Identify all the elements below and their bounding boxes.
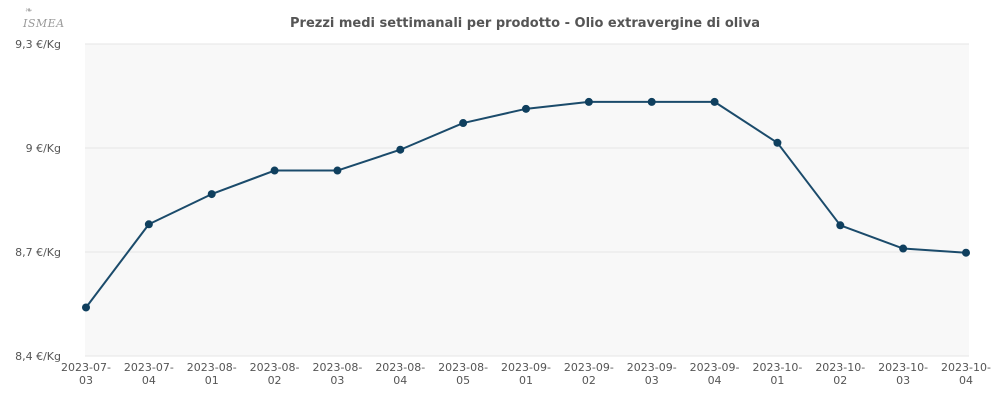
x-tick-label: 2023-10-01 xyxy=(752,361,802,387)
series-layer xyxy=(82,97,970,312)
data-point[interactable] xyxy=(710,97,719,106)
x-axis: 2023-07-03 2023-07-04 2023-08-01 2023-08-02… xyxy=(61,361,991,387)
x-tick-label: 2023-09-04 xyxy=(690,361,740,387)
data-point[interactable] xyxy=(333,166,342,175)
plot-area xyxy=(85,44,969,356)
x-tick-label: 2023-09-02 xyxy=(564,361,614,387)
grid-layer xyxy=(85,43,969,357)
olive-branch-icon: ❧ xyxy=(25,6,33,16)
data-point[interactable] xyxy=(522,104,530,113)
data-point[interactable] xyxy=(144,220,153,229)
data-point[interactable] xyxy=(82,303,90,312)
x-tick-label: 2023-08-04 xyxy=(375,361,425,387)
x-tick-label: 2023-08-03 xyxy=(312,361,362,387)
data-point[interactable] xyxy=(396,145,405,154)
x-tick-label: 2023-10-04 xyxy=(941,361,991,387)
x-tick-label: 2023-09-03 xyxy=(627,361,677,387)
data-point[interactable] xyxy=(647,97,656,106)
x-tick-label: 2023-09-01 xyxy=(501,361,551,387)
y-tick-label: 8,7 €/Kg xyxy=(15,246,61,259)
y-tick-label: 8,4 €/Kg xyxy=(15,350,61,363)
data-point[interactable] xyxy=(459,119,468,128)
x-tick-label: 2023-08-02 xyxy=(250,361,300,387)
data-point[interactable] xyxy=(899,244,908,253)
y-tick-label: 9 €/Kg xyxy=(26,142,61,155)
logo-text: ISMEA xyxy=(23,17,65,30)
y-axis: 9,3 €/Kg 9 €/Kg 8,7 €/Kg 8,4 €/Kg xyxy=(15,38,61,363)
data-point[interactable] xyxy=(773,138,782,147)
x-tick-label: 2023-07-03 xyxy=(61,361,111,387)
data-point[interactable] xyxy=(207,190,216,199)
chart-title: Prezzi medi settimanali per prodotto - O… xyxy=(290,16,760,31)
data-point[interactable] xyxy=(962,248,970,257)
data-point[interactable] xyxy=(584,97,593,106)
data-point[interactable] xyxy=(836,221,845,230)
y-tick-label: 9,3 €/Kg xyxy=(15,38,61,51)
ismea-logo: ❧ ISMEA xyxy=(10,4,64,32)
x-tick-label: 2023-08-01 xyxy=(187,361,237,387)
x-tick-label: 2023-08-05 xyxy=(438,361,488,387)
x-tick-label: 2023-10-03 xyxy=(878,361,928,387)
x-tick-label: 2023-07-04 xyxy=(124,361,174,387)
x-tick-label: 2023-10-02 xyxy=(815,361,865,387)
data-point[interactable] xyxy=(270,166,279,175)
